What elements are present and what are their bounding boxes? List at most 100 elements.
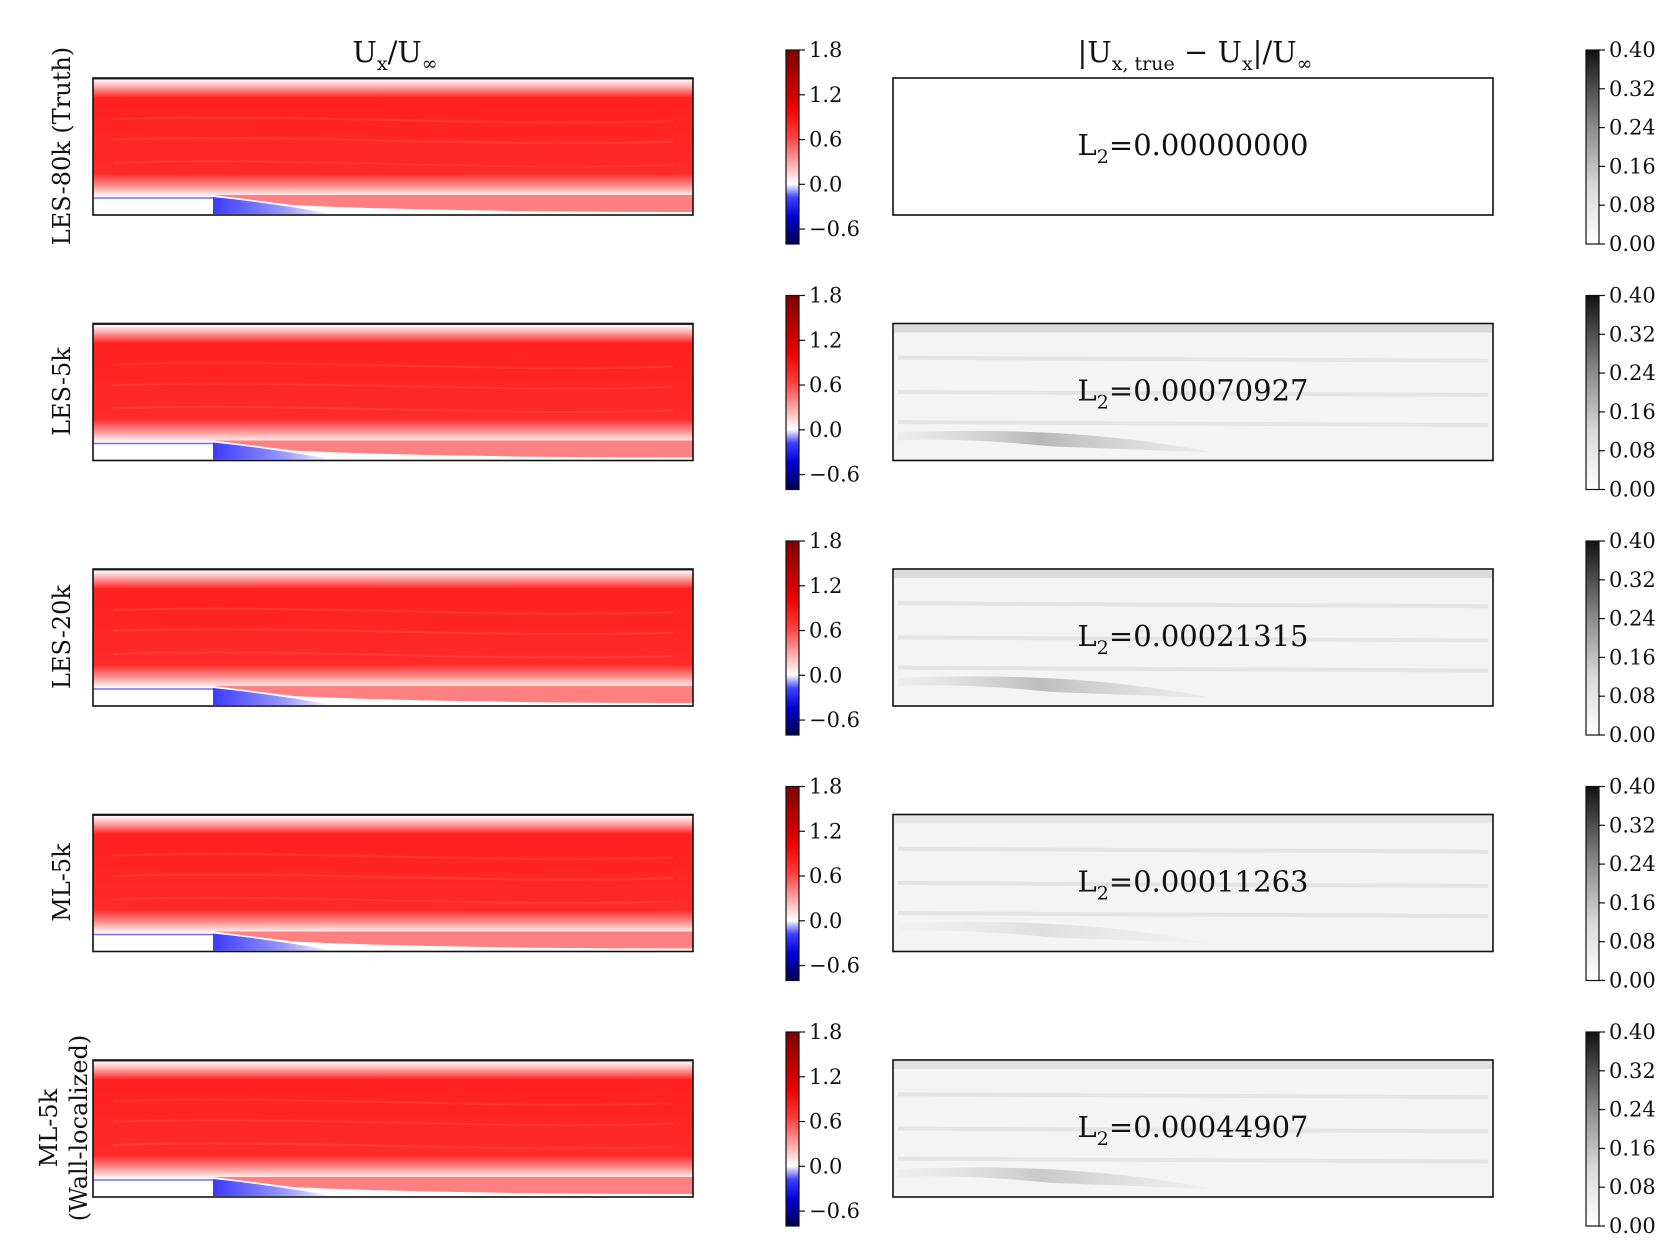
velocity-panel [92,77,694,216]
error-colorbar-tick: 0.24 [1609,607,1656,631]
velocity-colorbar: 1.8 1.2 0.6 0.0 −0.6 [785,529,860,736]
velocity-panel-frame [92,1059,694,1198]
velocity-panel-frame [92,322,694,462]
velocity-colorbar-tick: −0.6 [809,954,860,978]
velocity-colorbar-tick: 0.0 [809,172,842,196]
error-colorbar-tick: 0.16 [1609,891,1656,915]
velocity-colorbar-tick: 0.6 [809,373,842,397]
error-colorbar-tick: 0.16 [1609,1136,1656,1160]
error-colorbar-tick: 0.24 [1609,361,1656,385]
error-colorbar: 0.40 0.32 0.24 0.16 0.08 0.00 [1585,38,1656,256]
velocity-panel-frame [92,813,694,953]
velocity-colorbar-tick: 1.2 [809,819,842,843]
velocity-colorbar-tick: 0.6 [809,619,842,643]
error-panel: L2=0.00070927 [892,322,1494,462]
error-colorbar-tick: 0.00 [1609,232,1656,256]
velocity-colorbar-tick: 1.2 [809,574,842,598]
error-colorbar-tick: 0.16 [1609,154,1656,178]
error-colorbar-tick: 0.32 [1609,322,1656,346]
velocity-panel-frame [92,568,694,707]
error-colorbar-tick: 0.00 [1609,969,1656,993]
l2-norm-label: L2=0.00011263 [1078,865,1309,905]
velocity-colorbar-tick: 0.6 [809,1110,842,1134]
row-1: LES-5k1.81.20.60.0−0.6L2=0.000709270.400… [48,284,1656,502]
error-colorbar-tick: 0.08 [1609,930,1656,954]
row-4: ML-5k(Wall-localized) 1.8 1.2 0.6 0.0 −0.6 L2=… [35,1020,1656,1238]
error-panel-frame [892,77,1494,216]
error-colorbar-tick: 0.08 [1609,1175,1656,1199]
error-colorbar-tick: 0.00 [1609,478,1656,502]
velocity-colorbar-tick: −0.6 [809,463,860,487]
l2-norm-label: L2=0.00021315 [1078,619,1309,659]
velocity-colorbar-tick: −0.6 [809,217,860,241]
velocity-colorbar-tick: 1.2 [809,328,842,352]
l2-norm-label: L2=0.00000000 [1078,128,1309,168]
error-colorbar: 0.40 0.32 0.24 0.16 0.08 0.00 [1585,1020,1656,1238]
error-panel: L2=0.00000000 [892,77,1494,216]
error-colorbar-tick: 0.32 [1609,1059,1656,1083]
error-colorbar-tick: 0.40 [1609,284,1656,308]
velocity-colorbar-tick: 0.0 [809,909,842,933]
error-colorbar-tick: 0.40 [1609,1020,1656,1044]
velocity-colorbar-tick: 1.8 [809,529,842,553]
error-colorbar: 0.40 0.32 0.24 0.16 0.08 0.00 [1585,775,1656,993]
velocity-colorbar-tick: 1.8 [809,284,842,308]
error-colorbar-tick: 0.40 [1609,38,1656,62]
velocity-colorbar-tick: 1.8 [809,775,842,799]
error-colorbar-tick: 0.24 [1609,116,1656,140]
velocity-colorbar-tick: 1.8 [809,1020,842,1044]
error-colorbar: 0.40 0.32 0.24 0.16 0.08 0.00 [1585,529,1656,747]
velocity-colorbar-tick: 0.0 [809,418,842,442]
l2-norm-label: L2=0.00070927 [1078,374,1309,414]
error-colorbar-tick: 0.40 [1609,529,1656,553]
error-colorbar: 0.40 0.32 0.24 0.16 0.08 0.00 [1585,284,1656,502]
error-colorbar-tick: 0.08 [1609,193,1656,217]
error-colorbar-tick: 0.00 [1609,723,1656,747]
error-panel-frame [892,1059,1494,1198]
velocity-colorbar-tick: 0.0 [809,663,842,687]
velocity-panel-frame [92,77,694,216]
error-colorbar-tick: 0.08 [1609,684,1656,708]
error-panel: L2=0.00044907 [892,1059,1494,1198]
velocity-colorbar-tick: 1.2 [809,1065,842,1089]
error-colorbar-tick: 0.16 [1609,400,1656,424]
row-0: LES-80k (Truth) 1.8 1.2 0.6 0.0 −0.6 L2=0.0000… [48,38,1656,256]
velocity-panel [92,1059,694,1198]
error-colorbar-tick: 0.40 [1609,775,1656,799]
row-3: ML-5k1.81.20.60.0−0.6L2=0.000112630.400.… [48,775,1656,993]
velocity-colorbar: 1.8 1.2 0.6 0.0 −0.6 [785,775,860,982]
velocity-colorbar-tick: 0.6 [809,128,842,152]
row-2: LES-20k 1.8 1.2 0.6 0.0 −0.6 L2=0.00021315 0.40… [48,529,1656,747]
velocity-colorbar: 1.8 1.2 0.6 0.0 −0.6 [785,38,860,245]
l2-norm-label: L2=0.00044907 [1078,1110,1309,1150]
velocity-panel [92,568,694,707]
error-colorbar-tick: 0.32 [1609,813,1656,837]
error-colorbar-tick: 0.24 [1609,852,1656,876]
error-colorbar-tick: 0.24 [1609,1098,1656,1122]
error-colorbar-tick: 0.00 [1609,1214,1656,1238]
velocity-colorbar-tick: −0.6 [809,1199,860,1223]
velocity-panel [92,322,694,462]
error-panel: L2=0.00011263 [892,813,1494,953]
velocity-column-title: Ux/U∞ [352,35,437,75]
error-panel-frame [892,568,1494,707]
velocity-colorbar-tick: 1.8 [809,38,842,62]
velocity-colorbar-tick: 0.6 [809,864,842,888]
velocity-colorbar: 1.8 1.2 0.6 0.0 −0.6 [785,284,860,491]
row-label: ML-5k [48,843,76,922]
velocity-colorbar-tick: −0.6 [809,708,860,732]
row-label: ML-5k(Wall-localized) [35,1035,93,1222]
velocity-panel [92,813,694,953]
velocity-colorbar-tick: 1.2 [809,83,842,107]
row-label: LES-5k [48,347,76,436]
error-colorbar-tick: 0.08 [1609,439,1656,463]
error-colorbar-tick: 0.32 [1609,77,1656,101]
velocity-colorbar-tick: 0.0 [809,1154,842,1178]
error-panel: L2=0.00021315 [892,568,1494,707]
error-colorbar-tick: 0.32 [1609,568,1656,592]
row-label: LES-80k (Truth) [48,47,76,245]
velocity-colorbar: 1.8 1.2 0.6 0.0 −0.6 [785,1020,860,1227]
error-column-title: |Ux, true − Ux|/U∞ [1078,35,1313,75]
error-panel-frame [892,322,1494,462]
